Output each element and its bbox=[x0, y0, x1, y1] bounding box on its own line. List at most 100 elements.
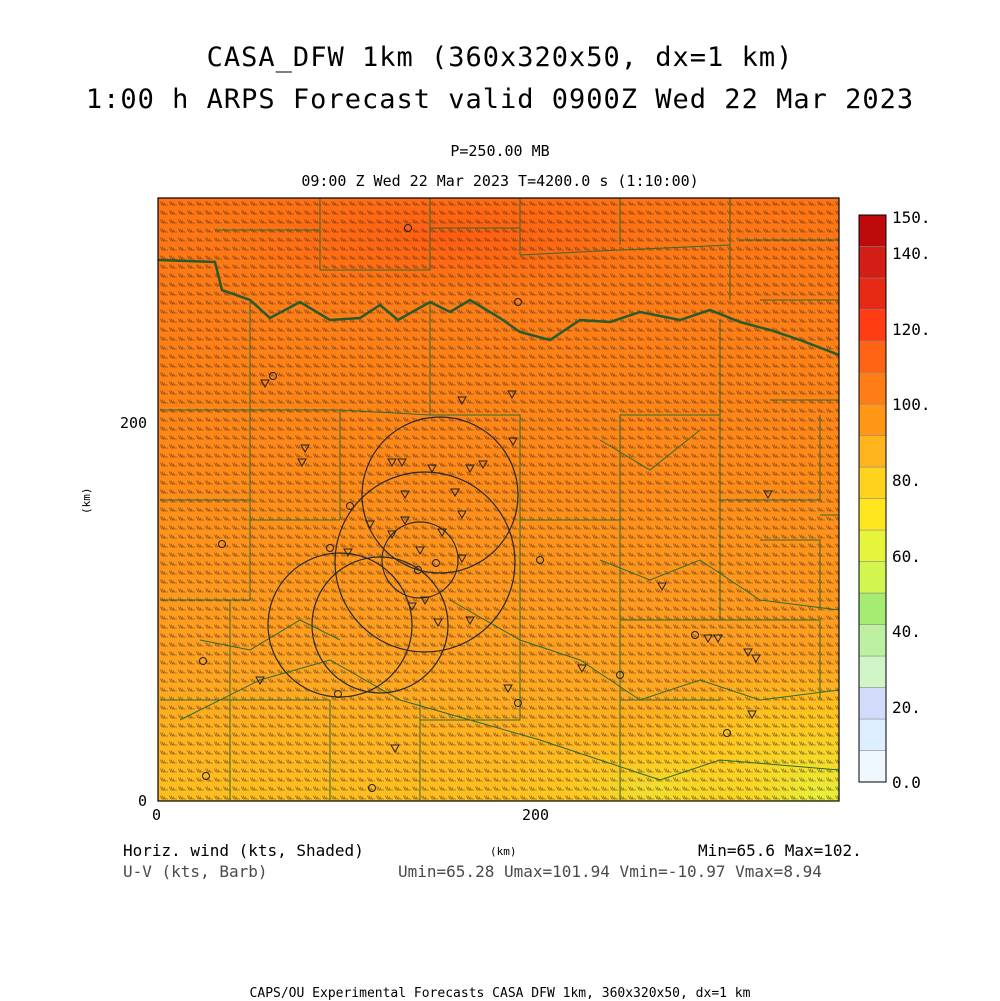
colorbar-swatch bbox=[858, 435, 887, 468]
station-triangle-marker bbox=[703, 634, 713, 644]
station-triangle-marker bbox=[457, 510, 467, 520]
station-triangle-marker bbox=[457, 396, 467, 406]
colorbar-swatch bbox=[858, 466, 887, 499]
station-triangle-marker bbox=[465, 464, 475, 474]
colorbar-swatch bbox=[858, 214, 887, 247]
uv-stats: Umin=65.28 Umax=101.94 Vmin=-10.97 Vmax=… bbox=[398, 862, 822, 881]
station-triangle-marker bbox=[400, 516, 410, 526]
station-triangle-marker bbox=[343, 548, 353, 558]
station-triangle-marker bbox=[400, 490, 410, 500]
colorbar-swatch bbox=[858, 246, 887, 279]
colorbar-swatch bbox=[858, 277, 887, 310]
station-triangle-marker bbox=[503, 684, 513, 694]
y-axis-label: (km) bbox=[80, 487, 93, 515]
colorbar-swatch bbox=[858, 309, 887, 342]
county-boundaries bbox=[158, 198, 839, 800]
station-triangle-marker bbox=[751, 654, 761, 664]
station-circle-marker bbox=[368, 784, 376, 792]
colorbar-swatch bbox=[858, 750, 887, 783]
colorbar-swatch bbox=[858, 403, 887, 436]
station-triangle-marker bbox=[387, 458, 397, 468]
min-max-stats: Min=65.6 Max=102. bbox=[698, 841, 862, 860]
colorbar-swatch bbox=[858, 561, 887, 594]
colorbar-swatch bbox=[858, 529, 887, 562]
station-circle-marker bbox=[414, 566, 422, 574]
colorbar-label-150: 150. bbox=[892, 208, 931, 227]
colorbar-swatch bbox=[858, 592, 887, 625]
station-circle-marker bbox=[404, 224, 412, 232]
station-circle-marker bbox=[723, 729, 731, 737]
colorbar-swatch bbox=[858, 718, 887, 751]
station-triangle-marker bbox=[397, 458, 407, 468]
colorbar-label-60: 60. bbox=[892, 547, 921, 566]
station-triangle-marker bbox=[508, 437, 518, 447]
station-circle-marker bbox=[514, 699, 522, 707]
station-triangle-marker bbox=[437, 528, 447, 538]
colorbar-swatch bbox=[858, 687, 887, 720]
pressure-level: P=250.00 MB bbox=[450, 142, 550, 160]
colorbar-label-40: 40. bbox=[892, 622, 921, 641]
station-triangle-marker bbox=[260, 379, 270, 389]
station-circle-marker bbox=[326, 544, 334, 552]
station-circle-marker bbox=[199, 657, 207, 665]
station-triangle-marker bbox=[457, 554, 467, 564]
station-triangle-marker bbox=[433, 618, 443, 628]
station-triangle-marker bbox=[407, 602, 417, 612]
station-triangle-marker bbox=[387, 530, 397, 540]
station-triangle-marker bbox=[713, 634, 723, 644]
valid-time: 09:00 Z Wed 22 Mar 2023 T=4200.0 s (1:10… bbox=[301, 172, 699, 190]
station-circle-marker bbox=[514, 298, 522, 306]
colorbar-swatch bbox=[858, 624, 887, 657]
colorbar-label-20: 20. bbox=[892, 698, 921, 717]
x-tick-200: 200 bbox=[522, 806, 550, 824]
field-description: Horiz. wind (kts, Shaded) bbox=[123, 841, 364, 860]
station-triangle-marker bbox=[478, 460, 488, 470]
station-triangle-marker bbox=[465, 616, 475, 626]
radar-sites bbox=[199, 224, 773, 792]
colorbar-swatch bbox=[858, 498, 887, 531]
station-circle-marker bbox=[432, 559, 440, 567]
colorbar-label-0: 0.0 bbox=[892, 773, 921, 792]
credits-footer: CAPS/OU Experimental Forecasts CASA DFW … bbox=[249, 986, 751, 1001]
colorbar-swatch bbox=[858, 655, 887, 688]
station-circle-marker bbox=[616, 671, 624, 679]
station-triangle-marker bbox=[390, 744, 400, 754]
station-triangle-marker bbox=[450, 488, 460, 498]
colorbar-swatch bbox=[858, 372, 887, 405]
station-triangle-marker bbox=[747, 710, 757, 720]
radar-range-rings bbox=[267, 416, 519, 698]
station-circle-marker bbox=[691, 631, 699, 639]
station-triangle-marker bbox=[300, 444, 310, 454]
title-line-1: CASA_DFW 1km (360x320x50, dx=1 km) bbox=[206, 42, 794, 73]
station-triangle-marker bbox=[657, 582, 667, 592]
y-tick-0: 0 bbox=[138, 792, 148, 810]
x-axis-label: (km) bbox=[490, 845, 517, 858]
title-line-2: 1:00 h ARPS Forecast valid 0900Z Wed 22 … bbox=[85, 84, 915, 115]
station-circle-marker bbox=[269, 372, 277, 380]
station-triangle-marker bbox=[507, 390, 517, 400]
station-circle-marker bbox=[346, 502, 354, 510]
station-triangle-marker bbox=[763, 490, 773, 500]
station-circle-marker bbox=[202, 772, 210, 780]
station-triangle-marker bbox=[365, 520, 375, 530]
colorbar bbox=[858, 214, 887, 783]
colorbar-label-140: 140. bbox=[892, 244, 931, 263]
station-triangle-marker bbox=[420, 596, 430, 606]
barb-description: U-V (kts, Barb) bbox=[123, 862, 268, 881]
y-tick-200: 200 bbox=[120, 414, 148, 432]
station-triangle-marker bbox=[297, 458, 307, 468]
station-triangle-marker bbox=[255, 676, 265, 686]
colorbar-swatch bbox=[858, 340, 887, 373]
station-circle-marker bbox=[536, 556, 544, 564]
station-circle-marker bbox=[334, 690, 342, 698]
colorbar-label-120: 120. bbox=[892, 320, 931, 339]
station-triangle-marker bbox=[415, 546, 425, 556]
colorbar-frame bbox=[858, 214, 887, 783]
plot-frame bbox=[157, 197, 840, 802]
x-tick-0: 0 bbox=[152, 806, 162, 824]
colorbar-label-80: 80. bbox=[892, 471, 921, 490]
station-triangle-marker bbox=[743, 648, 753, 658]
station-triangle-marker bbox=[577, 664, 587, 674]
station-triangle-marker bbox=[427, 464, 437, 474]
